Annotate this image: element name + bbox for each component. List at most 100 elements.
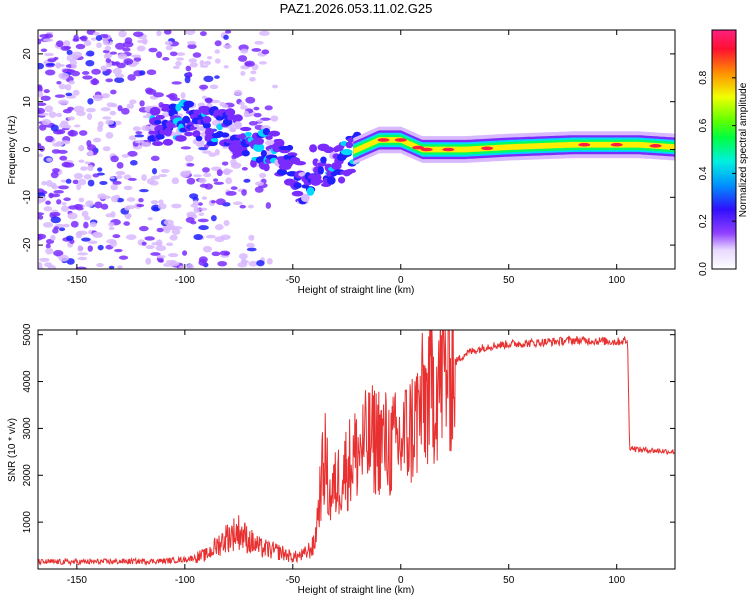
spectrogram-noise-blob [106, 102, 115, 108]
spectrogram-noise-blob [157, 203, 167, 210]
spectrogram-noise-blob [110, 211, 116, 218]
spectrogram-noise-blob [211, 251, 221, 257]
spectrogram-noise-blob [85, 59, 95, 67]
spectrogram-ridge-blob [227, 114, 234, 121]
spectrogram-noise-blob [65, 92, 73, 97]
spectrogram-noise-blob [266, 258, 273, 265]
spectrogram-noise-blob [254, 40, 264, 45]
spectrogram-noise-blob [256, 259, 265, 267]
spectrogram-noise-blob [240, 258, 247, 266]
spectrogram-x-tick-label: 100 [608, 275, 625, 286]
spectrogram-noise-blob [214, 224, 224, 231]
spectrogram-noise-blob [204, 60, 211, 66]
spectrogram-ridge-blob [320, 156, 327, 164]
spectrogram-noise-blob [225, 177, 233, 185]
spectrogram-noise-blob [256, 119, 264, 123]
spectrogram-noise-blob [171, 81, 182, 85]
spectrogram-noise-blob [93, 137, 102, 143]
spectrogram-noise-blob [57, 149, 68, 154]
spectrogram-noise-blob [76, 110, 86, 117]
spectrogram-noise-blob [66, 69, 76, 73]
spectrogram-ridge-blob [294, 161, 307, 166]
spectrogram-noise-blob [45, 247, 54, 255]
spectrogram-noise-blob [55, 40, 64, 48]
spectrogram-noise-blob [95, 35, 103, 42]
spectrogram-noise-blob [88, 150, 94, 156]
spectrogram-noise-blob [243, 178, 251, 183]
spectrogram-noise-blob [250, 70, 257, 75]
spectrogram-noise-blob [219, 101, 226, 107]
spectrogram-noise-blob [136, 45, 146, 52]
spectrogram-noise-blob [248, 234, 255, 241]
spectrogram-noise-blob [38, 124, 47, 131]
spectrogram-peak [481, 146, 494, 151]
spectrogram-noise-blob [112, 180, 122, 185]
spectrogram-noise-blob [121, 154, 130, 158]
spectrogram-noise-blob [241, 166, 248, 171]
spectrogram-noise-blob [186, 162, 195, 167]
spectrogram-noise-blob [92, 232, 103, 239]
colorbar-gradient [711, 29, 737, 270]
spectrogram-noise-blob [77, 252, 88, 256]
snr-xlabel: Height of straight line (km) [298, 585, 415, 596]
spectrogram-noise-blob [157, 259, 164, 263]
spectrogram-ridge-blob [323, 146, 334, 154]
spectrogram-ridge-blob [155, 134, 165, 140]
spectrogram-noise-blob [109, 240, 118, 248]
spectrogram-noise-blob [210, 200, 217, 204]
spectrogram-noise-blob [112, 67, 122, 75]
spectrogram-noise-blob [264, 105, 273, 111]
spectrogram-noise-blob [247, 204, 254, 209]
spectrogram-noise-blob [108, 265, 115, 269]
spectrogram-noise-blob [77, 256, 88, 261]
spectrogram-noise-blob [188, 58, 198, 63]
spectrogram-noise-blob [91, 68, 101, 75]
spectrogram-noise-blob [58, 122, 70, 129]
spectrogram-noise-blob [265, 202, 272, 209]
spectrogram-noise-blob [102, 49, 110, 54]
spectrogram-noise-blob [141, 125, 151, 132]
spectrogram-ridge-blob [244, 131, 252, 137]
spectrogram-noise-blob [96, 262, 104, 268]
spectrogram-noise-blob [60, 205, 70, 212]
spectrogram-ridge-blob [306, 186, 315, 196]
spectrogram-noise-blob [150, 155, 160, 161]
spectrogram-noise-blob [272, 84, 279, 89]
spectrogram-noise-blob [77, 245, 83, 252]
spectrogram-noise-blob [241, 189, 247, 196]
spectrogram-ridge-blob [225, 108, 236, 117]
spectrogram-noise-blob [253, 112, 262, 118]
spectrogram-noise-blob [67, 116, 75, 121]
spectrogram-noise-blob [50, 234, 56, 241]
spectrogram-noise-blob [198, 212, 205, 217]
snr-y-tick-label: 2000 [22, 464, 33, 487]
spectrogram-noise-blob [42, 221, 54, 228]
spectrogram-noise-blob [38, 38, 42, 45]
spectrogram-ridge-blob [260, 150, 267, 158]
snr-y-tick-label: 4000 [22, 370, 33, 393]
spectrogram-noise-blob [155, 245, 167, 252]
spectrogram-noise-blob [87, 164, 94, 172]
spectrogram-noise-blob [205, 97, 213, 104]
spectrogram-noise-blob [196, 142, 205, 148]
spectrogram-noise-blob [187, 43, 197, 50]
snr-x-tick-label: -150 [67, 575, 87, 586]
spectrogram-noise-blob [56, 199, 62, 205]
spectrogram-ridge-blob [253, 143, 265, 152]
snr-y-tick-label: 1000 [22, 511, 33, 534]
spectrogram-noise-blob [124, 37, 133, 44]
spectrogram-noise-blob [237, 55, 248, 62]
spectrogram-noise-blob [169, 97, 181, 102]
spectrogram-noise-blob [63, 197, 71, 202]
spectrogram-noise-blob [240, 48, 249, 54]
spectrogram-noise-blob [214, 49, 220, 54]
spectrogram-noise-blob [135, 131, 143, 135]
spectrogram-noise-blob [139, 70, 146, 76]
spectrogram-ridge-blob [265, 135, 273, 140]
snr-y-tick-label: 5000 [22, 323, 33, 346]
spectrogram-noise-blob [84, 39, 92, 47]
spectrogram-noise-blob [160, 168, 170, 173]
spectrogram-noise-blob [114, 248, 123, 253]
spectrogram-noise-blob [139, 225, 149, 232]
spectrogram-noise-blob [145, 87, 154, 94]
